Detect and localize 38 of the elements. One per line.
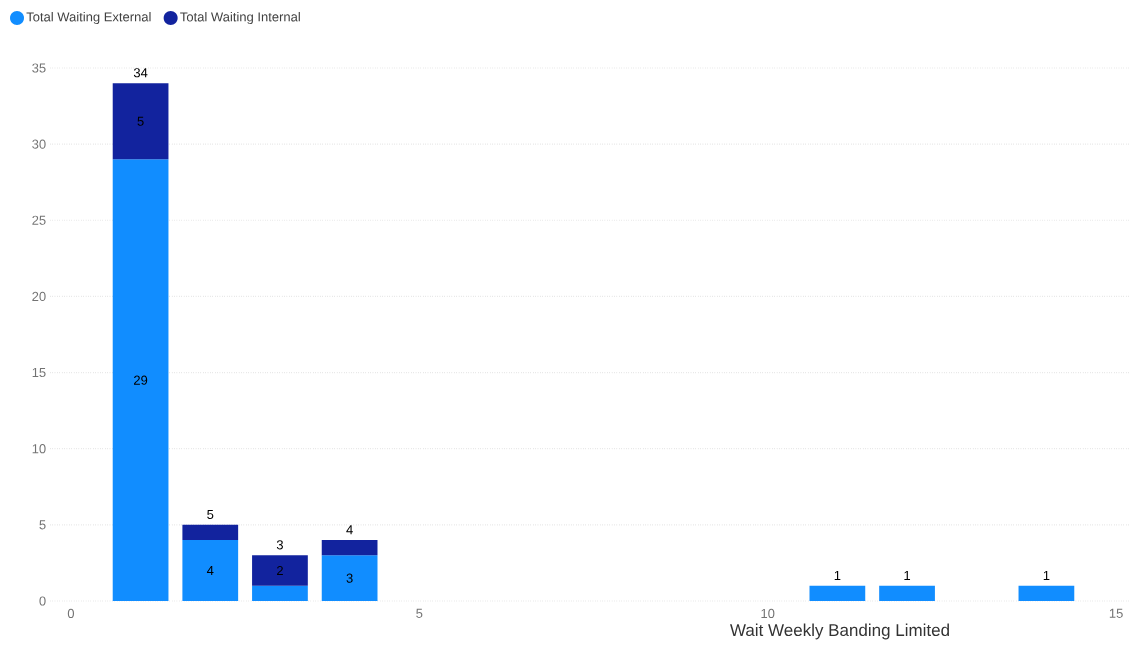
x-tick-label: 10 — [761, 608, 775, 619]
bar — [252, 585, 308, 601]
x-axis-title: Wait Weekly Banding Limited — [730, 623, 949, 640]
bar — [182, 524, 239, 541]
legend-label: Total Waiting Internal — [180, 11, 300, 25]
total-label: 1 — [834, 570, 841, 580]
legend-label: Total Waiting External — [26, 11, 151, 25]
bar — [1018, 585, 1075, 601]
data-label: 5 — [137, 116, 144, 126]
bar — [112, 83, 169, 160]
y-tick-label: 20 — [32, 291, 46, 302]
data-label: 29 — [134, 375, 148, 385]
x-tick-label: 5 — [416, 608, 423, 618]
bar — [809, 585, 866, 601]
bar — [182, 540, 239, 601]
data-label: 4 — [206, 566, 214, 575]
total-label: 1 — [1043, 570, 1050, 580]
total-label: 5 — [207, 509, 214, 519]
y-tick-label: 25 — [32, 215, 46, 225]
bar — [321, 540, 378, 556]
y-tick-label: 15 — [32, 368, 46, 378]
total-label: 4 — [346, 525, 353, 535]
x-tick-label: 15 — [1109, 608, 1123, 618]
total-label: 34 — [133, 68, 148, 78]
y-tick-label: 5 — [39, 520, 46, 530]
bar — [112, 159, 169, 601]
y-tick-label: 35 — [32, 63, 46, 73]
total-label: 3 — [276, 540, 283, 550]
y-tick-label: 30 — [32, 139, 46, 149]
data-label: 2 — [276, 565, 283, 576]
y-tick-label: 10 — [32, 444, 46, 454]
bar — [252, 555, 308, 586]
x-tick-label: 0 — [67, 608, 75, 619]
data-label: 3 — [346, 573, 353, 583]
bar — [321, 555, 378, 601]
total-label: 1 — [904, 570, 911, 580]
bar — [879, 585, 935, 601]
y-tick-label: 0 — [39, 596, 46, 606]
